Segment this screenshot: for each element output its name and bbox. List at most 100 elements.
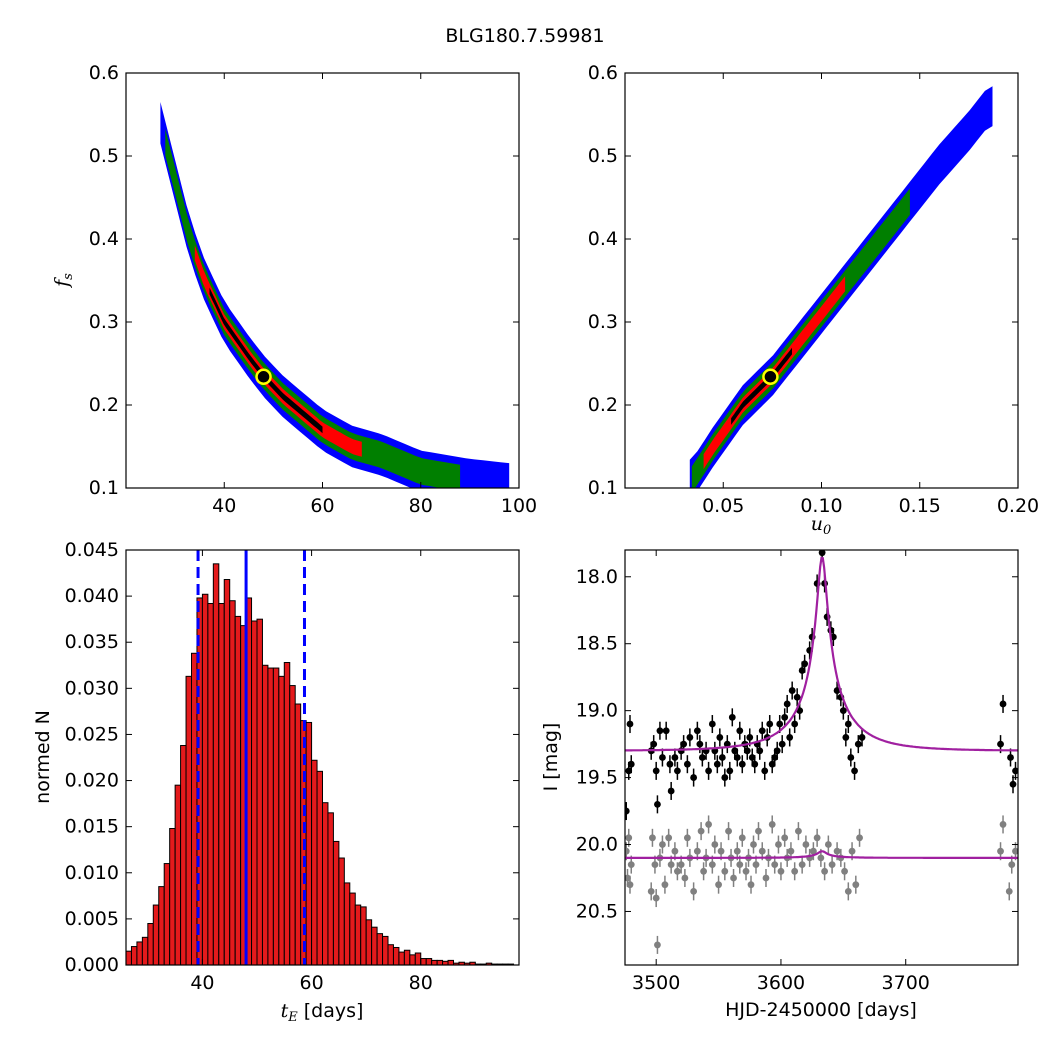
data-point: [821, 867, 829, 875]
data-point: [743, 747, 751, 755]
panel-light-curve: 3500 3600 3700 18.0 18.5 19.0 19.5 20.0 20.5 HJD…: [540, 549, 1019, 1021]
y-tick-label: 0.2: [89, 394, 119, 416]
data-point: [778, 740, 786, 748]
y-tick-label: 0.4: [89, 228, 119, 250]
data-point: [697, 827, 705, 835]
data-point: [1007, 754, 1014, 761]
data-point: [656, 727, 664, 735]
histogram-bar: [354, 904, 362, 965]
axes-fs-vs-u0: 0.05 0.10 0.15 0.20 0.1 0.2 0.3 0.4 0.5 0.6: [588, 62, 1039, 517]
data-point: [721, 774, 729, 781]
data-point: [716, 734, 724, 741]
data-point: [795, 827, 802, 835]
data-point: [999, 821, 1007, 828]
x-tick-label: 40: [190, 972, 214, 994]
x-tick-label: 0.20: [997, 495, 1039, 517]
histogram-bar: [185, 675, 193, 965]
x-tick-label: 0.10: [800, 495, 842, 517]
data-point: [1009, 780, 1017, 788]
data-point: [738, 834, 746, 842]
y-tick-label: 0.025: [65, 723, 119, 745]
data-point: [705, 767, 712, 775]
x-tick-label: 80: [409, 495, 433, 517]
histogram-bar: [251, 620, 258, 965]
histogram-bar: [158, 886, 165, 965]
data-point: [667, 861, 675, 868]
data-point: [793, 693, 801, 701]
histogram-bar: [147, 923, 154, 965]
best-fit-marker: [255, 368, 272, 386]
data-point: [690, 774, 698, 781]
data-point: [700, 867, 707, 875]
histogram-bar: [338, 857, 345, 965]
data-point: [817, 854, 825, 862]
data-point: [627, 760, 635, 768]
confidence-map: [160, 102, 510, 488]
y-tick-label: 0.5: [89, 145, 119, 167]
y-tick-label: 18.0: [576, 566, 618, 588]
data-point: [683, 834, 691, 842]
plot-frame: [125, 549, 520, 966]
histogram-bar: [305, 721, 313, 965]
data-point: [844, 720, 852, 728]
data-point: [787, 847, 795, 855]
y-tick-label: 19.5: [576, 767, 618, 789]
data-point: [736, 861, 744, 868]
histogram-bar: [201, 593, 209, 965]
histogram-bar: [218, 602, 225, 965]
data-point: [761, 767, 769, 775]
histogram-bar: [141, 936, 149, 965]
data-point: [626, 881, 634, 889]
data-point: [725, 827, 732, 835]
data-point: [731, 747, 739, 755]
histogram-bars: [126, 550, 515, 965]
histogram-bar: [431, 959, 438, 965]
data-point: [818, 550, 826, 557]
histogram-bar: [365, 919, 373, 965]
ylabel-fs: fs: [51, 273, 76, 289]
data-point: [708, 720, 716, 728]
data-point: [773, 747, 781, 755]
y-tick-label: 0.020: [65, 770, 119, 792]
data-point: [751, 760, 759, 768]
data-point: [715, 881, 722, 889]
data-point: [771, 861, 779, 868]
data-point: [776, 720, 784, 728]
data-point: [677, 861, 685, 868]
data-point: [665, 834, 673, 842]
histogram-bar: [136, 941, 143, 965]
data-point: [813, 834, 821, 842]
histogram-bar: [261, 664, 269, 965]
data-point: [652, 894, 660, 902]
data-point: [858, 734, 866, 741]
data-point: [698, 754, 706, 761]
data-point: [1008, 861, 1016, 868]
histogram-bar: [289, 685, 296, 965]
data-point: [647, 887, 655, 895]
histogram-bar: [403, 949, 411, 965]
histogram-bar: [126, 950, 132, 965]
data-point: [625, 847, 630, 855]
x-tick-label: 3500: [632, 972, 680, 994]
data-point: [750, 841, 757, 848]
data-point: [762, 874, 770, 882]
data-point: [854, 740, 862, 748]
histogram-bar: [376, 933, 384, 965]
histogram-bar: [169, 828, 176, 965]
data-point: [627, 861, 635, 868]
histogram-bar: [256, 618, 263, 965]
data-point: [659, 841, 666, 848]
model-curve: [625, 850, 1018, 860]
y-tick-label: 0.1: [89, 477, 119, 499]
x-tick-label: 0.05: [702, 495, 744, 517]
data-point: [726, 767, 734, 775]
panel-fs-vs-u0: 0.05 0.10 0.15 0.200.10.20.30.40.50.6 u0: [588, 62, 1039, 538]
data-point: [649, 834, 656, 842]
data-point: [730, 874, 737, 882]
data-point: [781, 713, 789, 721]
panel-fs-vs-tE: 40 60 80 100 0.1 0.2 0.3 0.4 0.5 0.6 fs: [51, 62, 537, 517]
data-point: [708, 861, 716, 868]
xlabel-tE: tE [days]: [281, 1000, 364, 1025]
histogram-bar: [360, 906, 367, 965]
data-point: [625, 767, 633, 775]
